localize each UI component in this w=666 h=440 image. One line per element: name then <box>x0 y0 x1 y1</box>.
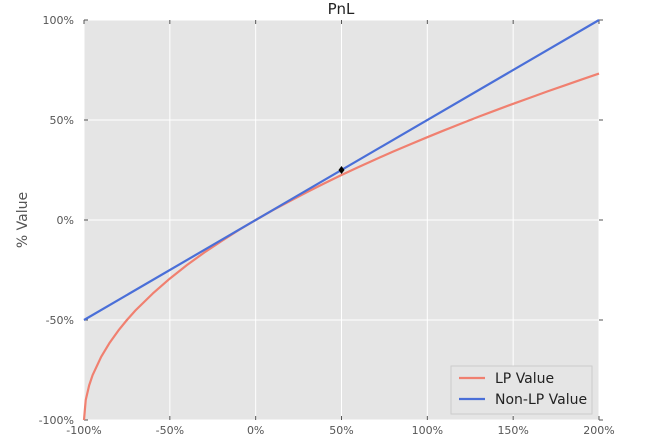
y-tick-label: 0% <box>57 214 74 227</box>
y-tick-labels: 100% 50% 0% -50% -100% <box>39 14 74 427</box>
annotations <box>338 166 345 174</box>
y-tick-label: 100% <box>43 14 74 27</box>
x-tick-labels: -100% -50% 0% 50% 100% 150% 200% <box>66 424 614 437</box>
y-tick-label: 50% <box>50 114 74 127</box>
y-tick-label: -50% <box>46 314 74 327</box>
x-tick-label: 0% <box>247 424 264 437</box>
chart-title: PnL <box>328 0 355 18</box>
legend-label-lp-value: LP Value <box>495 371 554 387</box>
legend-box <box>450 365 593 415</box>
x-tick-label: 200% <box>583 424 614 437</box>
x-tick-label: -50% <box>156 424 184 437</box>
y-axis-label: % Value <box>15 192 31 248</box>
legend-label-non-lp-value: Non-LP Value <box>495 392 587 408</box>
x-tick-label: 150% <box>497 424 528 437</box>
x-tick-label: -100% <box>66 424 101 437</box>
y-tick-label: -100% <box>39 414 74 427</box>
series-line-lp-value <box>82 72 600 421</box>
legend: LP Value Non-LP Value <box>450 365 593 415</box>
intersection-marker <box>338 166 345 174</box>
x-tick-label: 50% <box>329 424 353 437</box>
x-tick-label: 100% <box>412 424 443 437</box>
axis-ticks <box>83 19 603 421</box>
